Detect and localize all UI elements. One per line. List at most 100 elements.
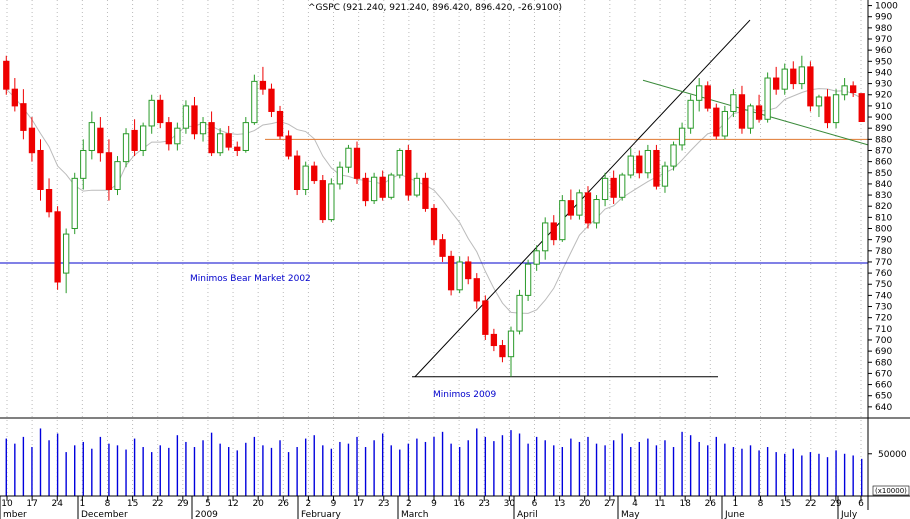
candle-body [80, 149, 87, 179]
candle-body [430, 207, 438, 241]
candle-body [798, 66, 805, 85]
candle-body [319, 180, 326, 221]
candle-body [191, 105, 198, 135]
candle-body [139, 125, 147, 151]
candle [524, 259, 532, 301]
candle [550, 215, 557, 246]
candle-body [293, 155, 301, 190]
month-label: March [401, 510, 428, 519]
candle [593, 195, 600, 229]
candle-body [28, 127, 36, 154]
candle [584, 186, 592, 229]
price-tick-label: 860 [875, 158, 892, 168]
candle-body [174, 127, 181, 145]
candle [670, 141, 677, 171]
x-tick-label: 6 [532, 499, 538, 509]
candle [225, 125, 232, 151]
candle-body [507, 330, 515, 358]
candle [276, 105, 284, 140]
candle [439, 234, 446, 262]
candle [721, 105, 729, 140]
candle [413, 172, 421, 198]
x-tick-label: 5 [205, 499, 211, 509]
x-tick-label: 29 [177, 499, 189, 509]
price-tick-label: 940 [875, 68, 892, 78]
candle-body [88, 122, 95, 151]
month-label: July [840, 510, 858, 519]
month-label: mber [3, 510, 27, 519]
x-tick-label: 2 [306, 499, 312, 509]
candle-body [824, 96, 831, 124]
price-tick-label: 730 [875, 303, 892, 313]
x-tick-label: 15 [127, 499, 138, 509]
price-tick-label: 760 [875, 269, 892, 279]
candle [713, 103, 720, 140]
candle-body [627, 155, 634, 176]
candle [199, 117, 207, 142]
candle-body [114, 161, 121, 190]
candle [285, 130, 292, 160]
x-tick-label: 29 [830, 499, 842, 509]
candle-body [482, 300, 489, 335]
candle [841, 78, 848, 101]
candle-body [259, 80, 267, 90]
candle [465, 256, 472, 285]
month-label: April [517, 510, 538, 519]
candle [216, 128, 224, 157]
candle [456, 256, 463, 294]
candle [490, 328, 498, 352]
candle-body [345, 147, 352, 168]
candle [105, 139, 113, 201]
x-tick-label: 4 [632, 499, 638, 509]
x-tick-label: 27 [604, 499, 615, 509]
candle [157, 94, 164, 129]
price-tick-label: 950 [875, 57, 892, 67]
candle-body [302, 165, 309, 190]
candle [370, 172, 378, 204]
candle-body [225, 133, 232, 148]
candle-body [619, 174, 626, 198]
candle-body [362, 177, 369, 202]
x-tick-label: 16 [453, 499, 465, 509]
candle [542, 217, 549, 260]
price-tick-label: 790 [875, 236, 892, 246]
price-tick-label: 960 [875, 46, 892, 56]
candle [730, 89, 737, 118]
candle [704, 81, 711, 112]
x-tick-label: 9 [331, 499, 337, 509]
month-label: June [724, 510, 745, 519]
price-tick-label: 930 [875, 80, 892, 90]
month-label: December [81, 510, 128, 519]
candle [533, 245, 540, 271]
candle [601, 172, 609, 207]
candle-body [413, 177, 421, 196]
candle-body [832, 94, 840, 124]
candle-body [696, 85, 703, 101]
candle [345, 144, 352, 173]
candle-body [71, 177, 78, 230]
candle-body [251, 80, 258, 124]
candle [11, 78, 18, 112]
downtrend-line [642, 79, 869, 146]
candle [576, 189, 583, 220]
candle [191, 96, 198, 140]
price-tick-label: 840 [875, 180, 892, 190]
candle-body [704, 85, 711, 109]
candle-body [542, 222, 549, 252]
price-tick-label: 890 [875, 124, 892, 134]
x-tick-label: 30 [504, 499, 516, 509]
price-tick-label: 670 [875, 369, 892, 379]
month-label: 2009 [195, 510, 218, 519]
volume-unit-box [872, 485, 910, 496]
candle-body [807, 66, 814, 107]
candle-body [234, 146, 241, 151]
x-tick-label: 10 [1, 499, 13, 509]
candle-body [473, 278, 480, 302]
candle-body [208, 122, 215, 154]
price-tick-label: 850 [875, 169, 892, 179]
price-tick-label: 800 [875, 225, 892, 235]
candle-body [456, 261, 463, 291]
candle-body [738, 94, 746, 129]
candle [738, 85, 746, 134]
candle [430, 203, 438, 246]
